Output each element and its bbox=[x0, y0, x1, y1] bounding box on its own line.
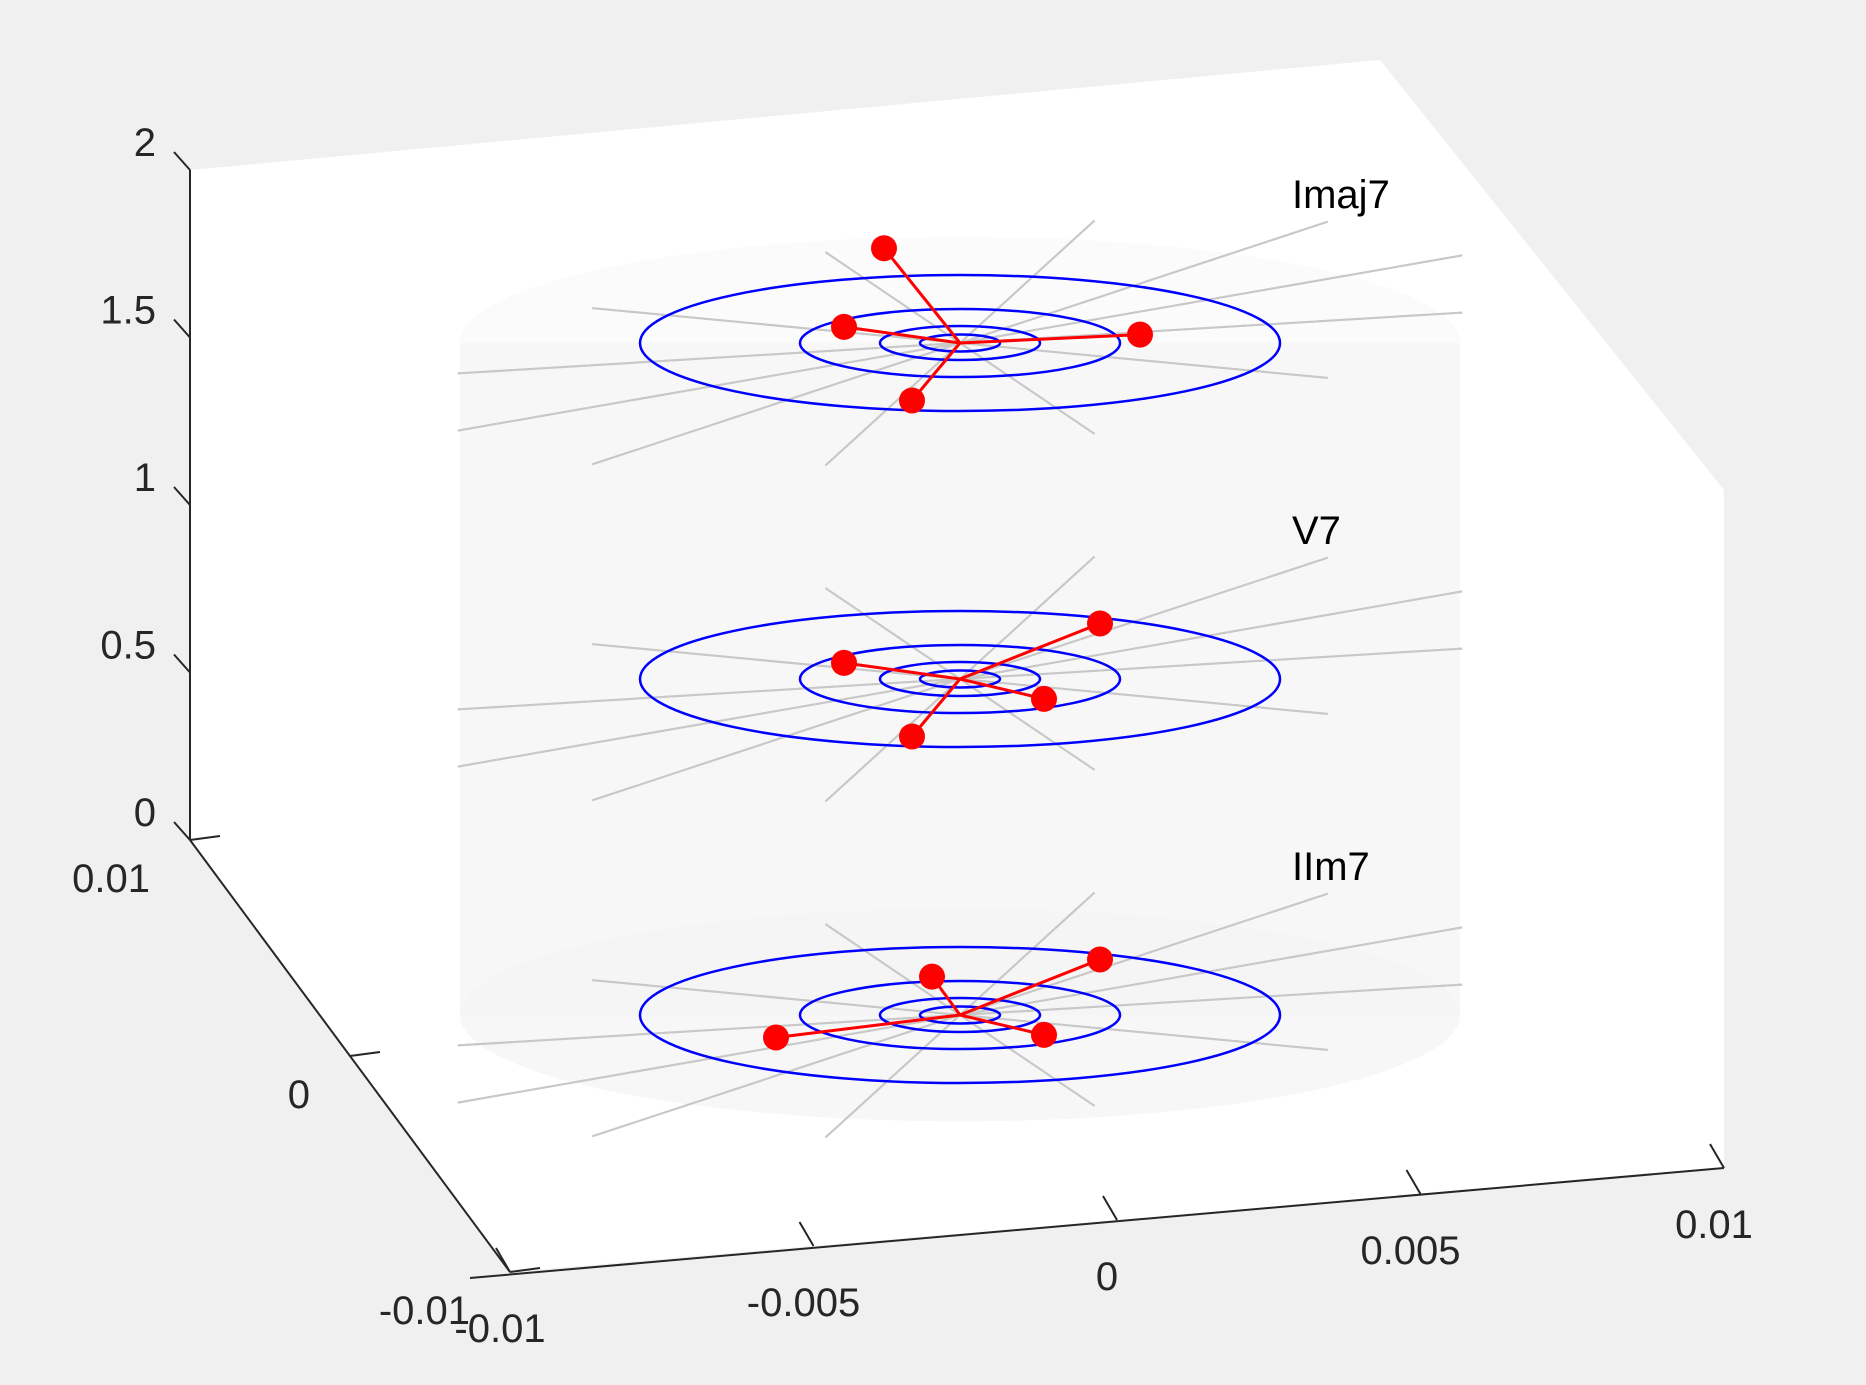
x-tick-label: 0.005 bbox=[1360, 1229, 1460, 1273]
x-tick-label: -0.01 bbox=[454, 1307, 545, 1351]
chord-spoke bbox=[959, 622, 1101, 681]
axes-layer: 0 0.5 1 1.5 2 -0.01 -0.005 0 0.005 0.01 -0.01 0 0.01 bbox=[72, 121, 1753, 1351]
chord-spoke bbox=[959, 333, 1141, 345]
tonnetz-ring bbox=[878, 996, 1042, 1034]
x-tick bbox=[1405, 1169, 1422, 1195]
z-tick-label: 1.5 bbox=[100, 289, 156, 333]
z-tick bbox=[173, 318, 191, 339]
y-tick-label: 0.01 bbox=[72, 857, 150, 901]
chord-spoke bbox=[775, 1013, 961, 1039]
chord-point bbox=[1031, 685, 1057, 712]
y-tick bbox=[509, 1267, 541, 1273]
chord-points-layer bbox=[763, 235, 1153, 1051]
labels-layer: IIm7 V7 Imaj7 bbox=[1292, 173, 1390, 889]
chord-point bbox=[1031, 1021, 1057, 1048]
tonnetz-ring bbox=[878, 660, 1042, 698]
chord-spoke bbox=[843, 661, 961, 681]
x-tick bbox=[495, 1247, 511, 1273]
chord-spoke bbox=[882, 247, 962, 344]
chord-point bbox=[1087, 946, 1113, 973]
chord-point bbox=[871, 235, 897, 262]
x-tick-label: -0.005 bbox=[747, 1281, 860, 1325]
z-tick bbox=[173, 821, 191, 841]
x-tick-label: 0.01 bbox=[1675, 1203, 1753, 1247]
y-tick-label: 0 bbox=[288, 1073, 310, 1117]
chord-spoke bbox=[843, 325, 961, 345]
layer-label: V7 bbox=[1292, 509, 1341, 553]
tonnetz-ring bbox=[798, 307, 1122, 379]
layer-label: IIm7 bbox=[1292, 845, 1370, 889]
tonnetz-ring bbox=[798, 643, 1122, 715]
chord-point bbox=[899, 387, 925, 414]
tonnetz-ring bbox=[638, 609, 1282, 749]
chord-point bbox=[1127, 321, 1153, 348]
chord-point bbox=[831, 649, 857, 676]
tonnetz-ring bbox=[798, 979, 1122, 1051]
chord-spoke bbox=[959, 958, 1101, 1017]
z-tick bbox=[173, 653, 191, 674]
z-tick-label: 0.5 bbox=[100, 624, 156, 668]
x-tick-label: 0 bbox=[1096, 1255, 1118, 1299]
z-tick bbox=[173, 151, 191, 171]
tonnetz-ring bbox=[918, 1005, 1002, 1025]
z-tick bbox=[173, 486, 191, 506]
tonnetz-ring bbox=[878, 324, 1042, 362]
x-tick bbox=[1102, 1195, 1118, 1221]
chord-point bbox=[763, 1024, 789, 1051]
z-tick-label: 1 bbox=[134, 456, 156, 500]
chord-spoke bbox=[959, 677, 1045, 701]
x-tick bbox=[1709, 1143, 1725, 1169]
y-tick bbox=[349, 1051, 381, 1057]
chord-point bbox=[919, 963, 945, 990]
chord-point bbox=[1087, 610, 1113, 637]
layer-label: Imaj7 bbox=[1292, 173, 1390, 217]
y-tick bbox=[189, 835, 221, 841]
x-tick bbox=[798, 1221, 815, 1247]
y-tick-label: -0.01 bbox=[379, 1289, 470, 1333]
chord-lines-layer bbox=[775, 247, 1141, 1039]
tonnetz-ring bbox=[638, 273, 1282, 413]
rings-layer bbox=[638, 273, 1282, 1085]
tonnetz-ring bbox=[918, 669, 1002, 689]
chord-spoke bbox=[959, 1013, 1045, 1037]
x-axis-line bbox=[469, 1167, 1725, 1279]
z-tick-label: 2 bbox=[134, 121, 156, 165]
chord-point bbox=[899, 723, 925, 750]
chord-point bbox=[831, 313, 857, 340]
tonnetz-ring bbox=[918, 333, 1002, 353]
z-tick-label: 0 bbox=[134, 791, 156, 835]
tonnetz-ring bbox=[638, 945, 1282, 1085]
